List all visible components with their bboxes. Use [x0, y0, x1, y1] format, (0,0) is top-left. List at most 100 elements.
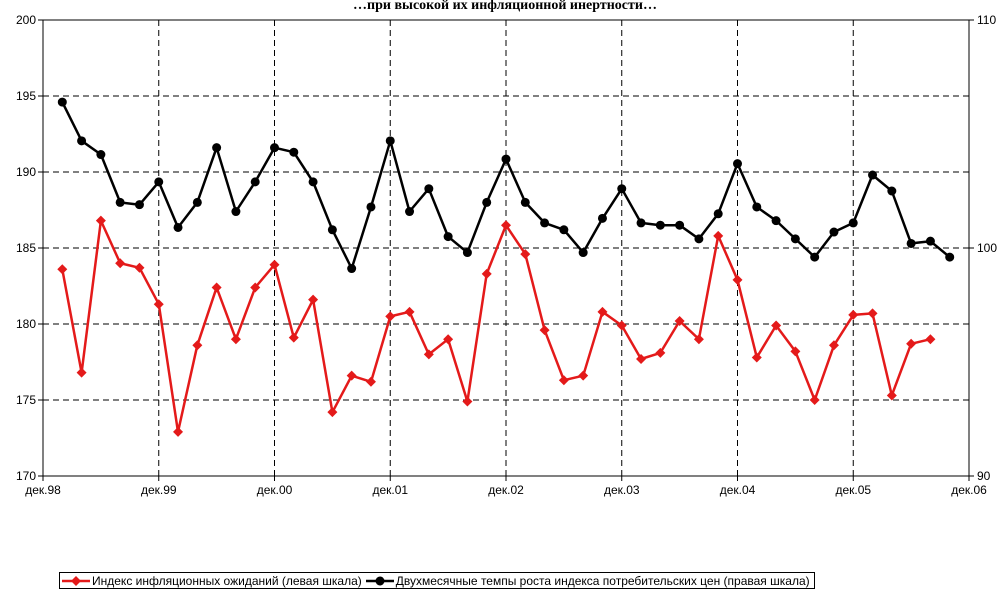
data-point-diamond [134, 262, 145, 273]
x-tick-label: дек.03 [604, 483, 640, 497]
data-point-diamond [790, 346, 801, 357]
data-point-circle [250, 177, 260, 187]
data-point-circle [231, 207, 241, 217]
series-layer [57, 97, 955, 437]
data-point-circle [868, 170, 878, 180]
data-point-circle [925, 236, 935, 246]
legend-swatch-black [365, 576, 394, 585]
data-point-circle [520, 197, 530, 207]
data-point-diamond [481, 268, 492, 279]
data-point-diamond [211, 282, 222, 293]
data-point-circle [733, 159, 742, 169]
data-point-diamond [173, 426, 184, 437]
data-point-circle [945, 252, 955, 262]
data-point-circle [173, 222, 183, 232]
data-point-circle [270, 143, 279, 153]
data-point-circle [96, 150, 106, 160]
data-point-diamond [848, 309, 859, 320]
data-point-diamond [76, 367, 87, 378]
data-point-circle [597, 213, 607, 223]
data-point-diamond [732, 274, 743, 285]
grid [43, 20, 969, 476]
data-point-circle [212, 143, 222, 153]
axes: 170 175 180 185 190 195 200 90 100 110 дек.98 дек.9… [16, 13, 997, 497]
data-point-circle [559, 225, 569, 235]
data-point-diamond [693, 334, 704, 345]
y-left-tick-label: 195 [16, 89, 36, 103]
series-1 [57, 215, 936, 437]
data-point-circle [501, 154, 511, 164]
legend-item-series-1: Индекс инфляционных ожиданий (левая шкал… [62, 574, 362, 588]
data-point-diamond [713, 230, 724, 241]
legend-label-series-1: Индекс инфляционных ожиданий (левая шкал… [92, 573, 362, 588]
data-point-diamond [95, 215, 106, 226]
y-right-tick-label: 110 [977, 13, 996, 27]
data-point-circle [424, 184, 434, 194]
data-point-circle [347, 264, 357, 274]
y-left-tick-label: 170 [16, 469, 36, 483]
data-point-circle [289, 147, 299, 157]
x-tick-label: дек.06 [951, 483, 987, 497]
data-point-circle [829, 227, 839, 237]
data-point-circle [540, 218, 550, 228]
data-point-circle [906, 238, 916, 248]
data-point-diamond [751, 352, 762, 363]
data-point-circle [443, 232, 453, 242]
data-point-diamond [308, 294, 319, 305]
data-point-diamond [346, 370, 357, 381]
data-point-diamond [153, 299, 164, 310]
data-point-circle [366, 202, 376, 212]
data-point-diamond [250, 282, 261, 293]
data-point-circle [655, 220, 665, 230]
data-point-circle [385, 136, 395, 146]
data-point-diamond [385, 311, 396, 322]
data-point-circle [694, 234, 704, 244]
data-point-diamond [674, 315, 685, 326]
y-left-tick-label: 200 [16, 13, 36, 27]
data-point-diamond [365, 376, 376, 387]
data-point-diamond [115, 258, 126, 269]
data-point-diamond [192, 340, 203, 351]
data-point-circle [405, 207, 415, 217]
y-left-tick-label: 180 [16, 317, 36, 331]
chart-title: …при высокой их инфляционной инертности… [353, 0, 657, 13]
data-point-diamond [288, 332, 299, 343]
y-left-tick-label: 175 [16, 393, 36, 407]
data-point-circle [675, 220, 685, 230]
data-point-diamond [867, 308, 878, 319]
data-point-circle [115, 197, 125, 207]
data-point-circle [617, 184, 627, 194]
y-left-tick-label: 190 [16, 165, 36, 179]
data-point-diamond [906, 338, 917, 349]
x-tick-label: дек.05 [835, 483, 871, 497]
data-point-circle [327, 225, 337, 235]
data-point-circle [752, 202, 762, 212]
data-point-circle [887, 186, 897, 196]
data-point-diamond [809, 395, 820, 405]
data-point-diamond [423, 349, 434, 360]
data-point-circle [154, 177, 164, 187]
data-point-diamond [443, 334, 454, 345]
data-point-diamond [501, 220, 511, 231]
data-point-circle [713, 209, 723, 219]
data-point-circle [578, 248, 588, 258]
data-point-diamond [520, 249, 531, 260]
data-point-diamond [925, 334, 936, 345]
data-point-circle [771, 216, 781, 226]
data-point-circle [790, 234, 800, 244]
data-point-diamond [558, 375, 569, 386]
data-point-diamond [655, 347, 666, 358]
data-point-circle [462, 248, 472, 258]
data-point-diamond [771, 320, 782, 331]
data-point-diamond [327, 407, 338, 418]
data-point-circle [848, 218, 858, 228]
data-point-diamond [616, 320, 627, 331]
legend-item-series-2: Двухмесячные темпы роста индекса потреби… [365, 574, 810, 588]
data-point-diamond [462, 396, 473, 407]
legend-swatch-red [62, 575, 90, 586]
data-point-circle [482, 197, 492, 207]
data-point-diamond [828, 340, 839, 351]
x-tick-label: дек.04 [720, 483, 756, 497]
y-right-tick-label: 90 [977, 469, 991, 483]
